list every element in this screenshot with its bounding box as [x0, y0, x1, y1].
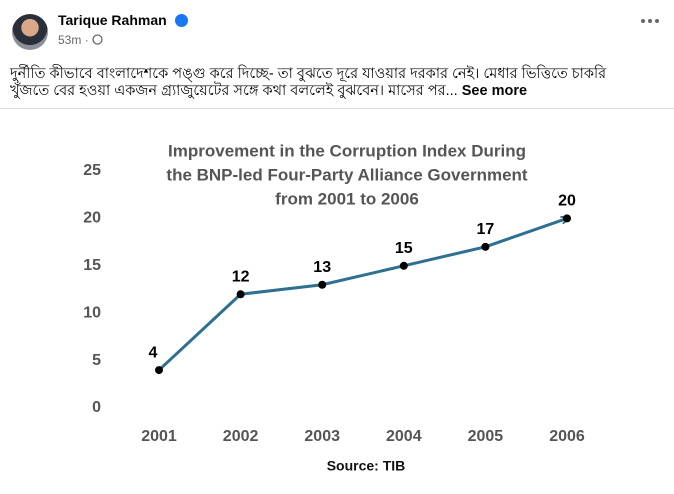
- author-name[interactable]: Tarique Rahman: [58, 12, 167, 28]
- data-point: [399, 261, 408, 270]
- chart-title: Improvement in the Corruption Index Duri…: [168, 141, 526, 160]
- globe-icon: [92, 34, 103, 45]
- verified-badge: [175, 14, 188, 27]
- data-point: [155, 366, 163, 375]
- data-point: [318, 280, 327, 289]
- x-tick-label: 2004: [386, 428, 422, 445]
- y-tick-label: 10: [83, 304, 101, 321]
- more-options[interactable]: [640, 18, 660, 24]
- x-tick-label: 2006: [549, 428, 585, 445]
- data-point: [236, 290, 245, 299]
- data-point: [563, 214, 571, 223]
- y-tick-label: 15: [83, 257, 101, 274]
- divider: [0, 108, 674, 109]
- post-text: খুঁজতে বের হওয়া একজন গ্র্যাজুয়েটের সঙ্…: [10, 83, 458, 99]
- meta-separator: ·: [84, 33, 89, 47]
- data-point: [481, 242, 490, 251]
- x-tick-label: 2001: [141, 428, 177, 445]
- data-label: 15: [395, 240, 413, 257]
- chart-title: from 2001 to 2006: [275, 189, 419, 208]
- source-note: Source: TIB: [327, 458, 406, 474]
- data-label: 20: [558, 193, 576, 210]
- y-tick-label: 5: [92, 352, 101, 369]
- y-tick-label: 20: [83, 210, 101, 227]
- data-label: 4: [149, 344, 158, 361]
- post-time[interactable]: 53m: [58, 33, 82, 47]
- x-tick-label: 2003: [304, 428, 340, 445]
- x-tick-label: 2005: [468, 428, 504, 445]
- x-tick-label: 2002: [223, 428, 259, 445]
- data-line: [157, 218, 567, 372]
- data-label: 17: [477, 221, 495, 238]
- see-more[interactable]: See more: [461, 83, 528, 99]
- post-text-line: খুঁজতে বের হওয়া একজন গ্র্যাজুয়েটের সঙ্…: [10, 80, 527, 104]
- post-text: দুর্নীতি কীভাবে বাংলাদেশকে পঙ্গু করে দিচ…: [10, 66, 607, 82]
- post-meta: 53m ·: [58, 33, 103, 47]
- y-tick-label: 0: [92, 399, 101, 416]
- chart-title: the BNP-led Four-Party Alliance Governme…: [166, 165, 527, 184]
- y-tick-label: 25: [83, 162, 101, 179]
- avatar[interactable]: [12, 14, 48, 50]
- data-label: 12: [232, 268, 250, 285]
- data-label: 13: [313, 259, 331, 276]
